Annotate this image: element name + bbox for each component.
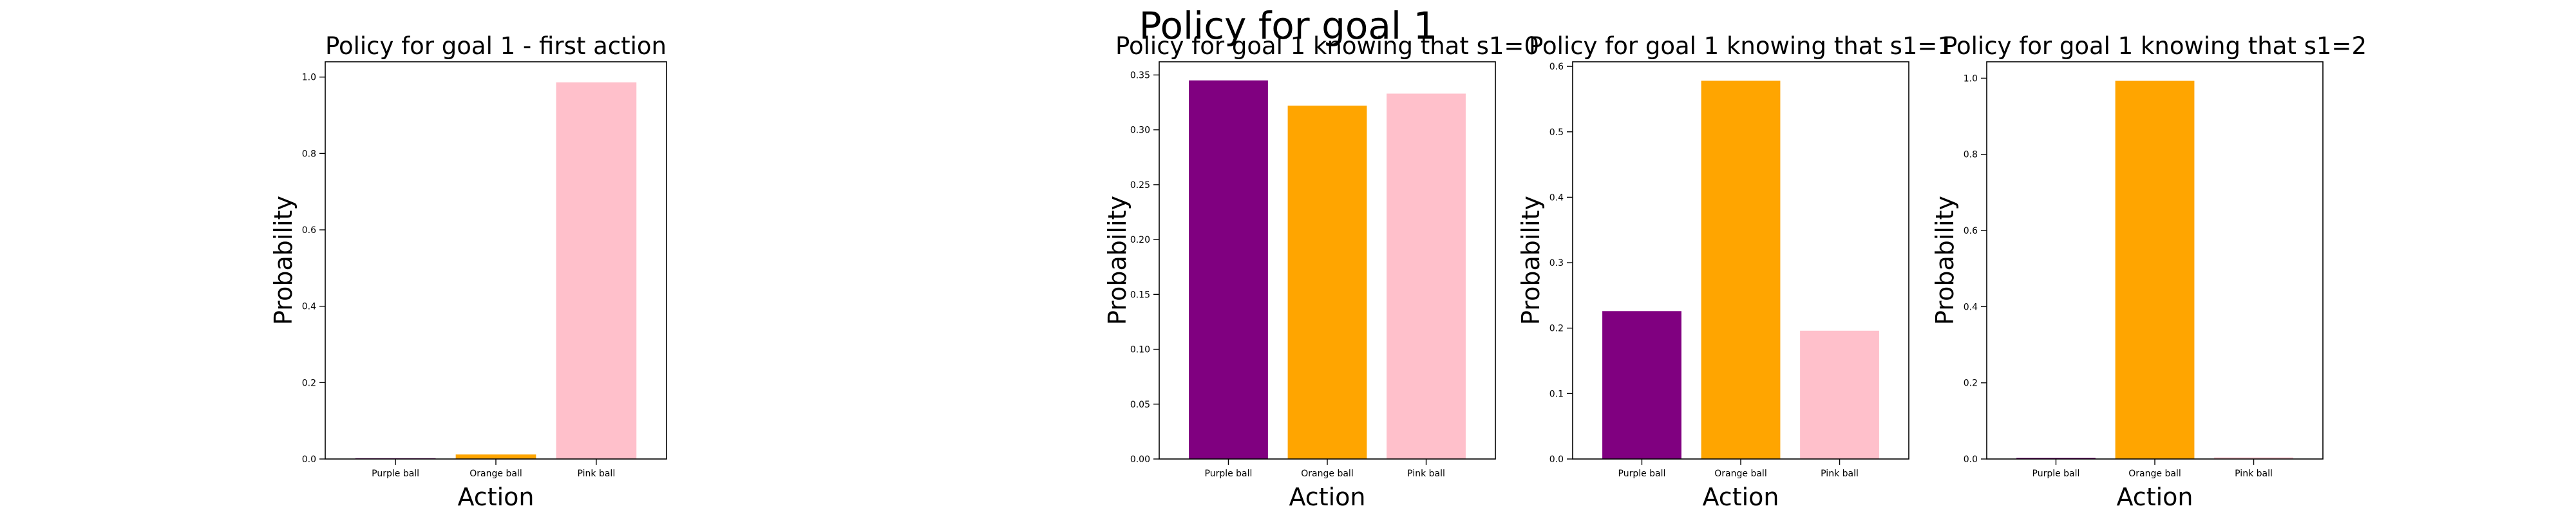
y-tick-label: 0.00 xyxy=(1130,454,1150,465)
x-tick-label: Purple ball xyxy=(2032,469,2080,479)
bar-pink-ball xyxy=(2214,457,2293,459)
y-tick-label: 0.3 xyxy=(1549,258,1564,268)
bar-orange-ball xyxy=(455,454,536,459)
bar-orange-ball xyxy=(2115,80,2195,460)
y-tick-label: 0.0 xyxy=(1549,454,1564,465)
chart-title: Policy for goal 1 knowing that s1=2 xyxy=(1943,32,2367,60)
y-axis-label: Probability xyxy=(1517,196,1545,325)
bar-purple-ball xyxy=(1189,80,1268,459)
bar-pink-ball xyxy=(1387,93,1466,460)
x-axis-label: Action xyxy=(2116,483,2193,511)
x-tick-label: Orange ball xyxy=(469,469,522,479)
y-tick-label: 0.6 xyxy=(1964,226,1978,236)
y-tick-label: 0.2 xyxy=(1964,379,1978,389)
y-axis-label: Probability xyxy=(1103,196,1132,325)
y-tick-label: 0.0 xyxy=(302,454,316,465)
x-tick-label: Orange ball xyxy=(2128,469,2181,479)
y-tick-label: 0.10 xyxy=(1130,345,1150,355)
chart-title: Policy for goal 1 knowing that s1=1 xyxy=(1529,32,1953,60)
x-tick-label: Purple ball xyxy=(1618,469,1666,479)
y-tick-label: 0.15 xyxy=(1130,290,1150,300)
x-axis-label: Action xyxy=(457,483,534,511)
y-tick-label: 0.0 xyxy=(1964,454,1978,465)
x-tick-label: Purple ball xyxy=(372,469,419,479)
y-tick-label: 0.1 xyxy=(1549,389,1564,399)
y-tick-label: 1.0 xyxy=(302,73,316,83)
bar-orange-ball xyxy=(1701,80,1781,459)
bar-purple-ball xyxy=(2016,458,2096,459)
y-tick-label: 0.8 xyxy=(302,149,316,159)
y-tick-label: 0.05 xyxy=(1130,400,1150,410)
y-tick-label: 0.6 xyxy=(1549,62,1564,72)
chart-title: Policy for goal 1 - first action xyxy=(325,32,667,60)
chart-title: Policy for goal 1 knowing that s1=0 xyxy=(1115,32,1539,60)
y-tick-label: 0.4 xyxy=(302,302,316,312)
y-tick-label: 0.5 xyxy=(1549,127,1564,138)
y-tick-label: 0.4 xyxy=(1549,192,1564,203)
y-tick-label: 0.2 xyxy=(1549,324,1564,334)
bar-pink-ball xyxy=(556,82,637,459)
x-tick-label: Pink ball xyxy=(1821,469,1859,479)
x-tick-label: Orange ball xyxy=(1714,469,1766,479)
y-tick-label: 0.6 xyxy=(302,225,316,236)
x-tick-label: Orange ball xyxy=(1301,469,1353,479)
y-axis-label: Probability xyxy=(269,196,298,325)
y-tick-label: 0.2 xyxy=(302,378,316,388)
y-tick-label: 0.20 xyxy=(1130,235,1150,245)
y-tick-label: 0.8 xyxy=(1964,150,1978,160)
x-axis-label: Action xyxy=(1702,483,1779,511)
x-tick-label: Pink ball xyxy=(1407,469,1445,479)
y-axis-label: Probability xyxy=(1931,196,1959,325)
figure-title: Policy for goal 1 xyxy=(1139,4,1437,48)
bar-orange-ball xyxy=(1287,106,1367,460)
x-tick-label: Purple ball xyxy=(1205,469,1253,479)
x-axis-label: Action xyxy=(1289,483,1365,511)
y-tick-label: 0.4 xyxy=(1964,302,1978,312)
bar-pink-ball xyxy=(1800,330,1879,459)
y-tick-label: 0.35 xyxy=(1130,70,1150,80)
x-tick-label: Pink ball xyxy=(2235,469,2273,479)
bar-purple-ball xyxy=(1602,311,1681,459)
y-tick-label: 0.25 xyxy=(1130,180,1150,191)
y-tick-label: 1.0 xyxy=(1964,73,1978,84)
y-tick-label: 0.30 xyxy=(1130,126,1150,136)
x-tick-label: Pink ball xyxy=(578,469,616,479)
